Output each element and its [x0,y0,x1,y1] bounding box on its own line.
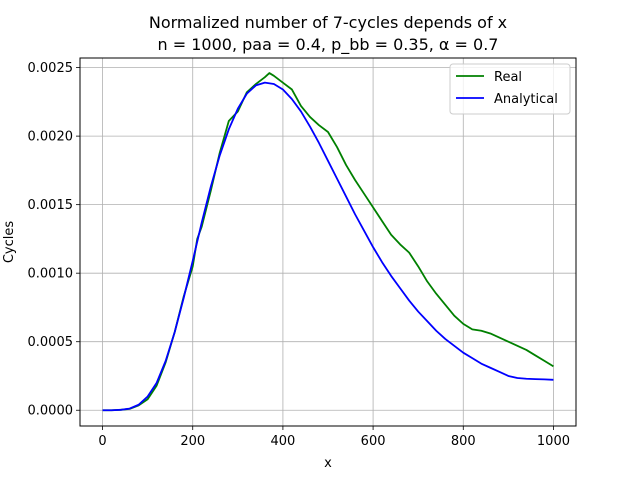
legend: Real Analytical [449,63,571,115]
x-tick-label: 200 [180,434,205,449]
series-line-real [102,72,554,412]
x-tick-label: 0 [98,434,106,449]
legend-label-analytical: Analytical [494,92,558,107]
grid [80,58,576,426]
y-tick-label: 0.0020 [28,130,74,145]
y-axis-label: Cycles [2,221,17,264]
chart-title-line1: Normalized number of 7-cycles depends of… [149,13,507,32]
y-tick-label: 0.0010 [28,267,74,282]
y-tick-label: 0.0005 [28,335,74,350]
plot-frame [79,57,577,427]
x-tick-label: 400 [270,434,295,449]
y-tick-label: 0.0000 [28,404,74,419]
x-tick-label: 800 [451,434,476,449]
x-tick-label: 600 [361,434,386,449]
chart-title-line2: n = 1000, paa = 0.4, p_bb = 0.35, α = 0.… [158,35,499,55]
series-group [102,72,554,412]
y-tick-label: 0.0015 [28,198,74,213]
y-tick-label: 0.0025 [28,61,74,76]
legend-label-real: Real [494,70,522,85]
ticks: 0 200 400 600 800 1000 0.0000 0.0005 0.0010 0.001… [28,61,571,449]
x-axis-label: x [324,456,332,471]
x-tick-label: 1000 [537,434,570,449]
series-line-analytical [102,81,554,412]
